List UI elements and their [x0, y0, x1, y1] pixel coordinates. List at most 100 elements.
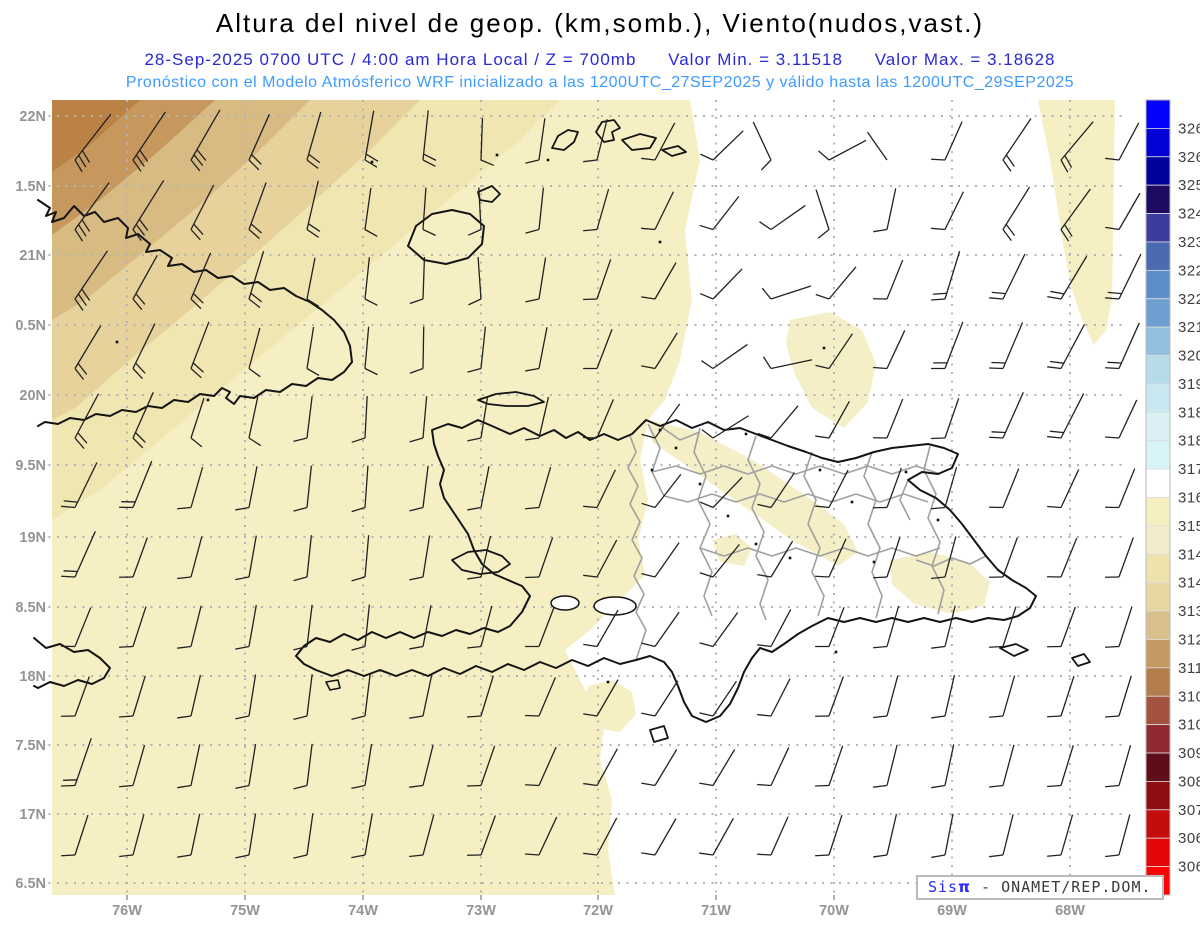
wind-barb: [235, 813, 257, 859]
wind-barb: [866, 131, 888, 161]
wind-barb: [235, 605, 257, 650]
wind-barb: [1047, 324, 1086, 370]
lat-tick-label: 22N: [19, 109, 46, 125]
wind-barb: [931, 250, 961, 301]
wind-barb: [700, 130, 744, 161]
lat-tick-label: 1.5N: [15, 179, 46, 195]
colorbar-tick-label: 3188: [1178, 404, 1200, 421]
lon-tick-label: 70W: [819, 903, 849, 919]
wind-barb: [931, 813, 954, 859]
colorbar-tick-label: 3148: [1178, 546, 1200, 563]
wind-barb: [873, 813, 898, 858]
wind-barb: [525, 466, 552, 510]
colorbar-segment: [1145, 553, 1171, 584]
wind-barb: [119, 460, 153, 509]
colorbar-tick-label: 3068: [1178, 830, 1200, 847]
wind-barb: [248, 327, 261, 378]
wind-barb: [1105, 675, 1132, 718]
wind-barb: [351, 535, 370, 582]
wind-barb: [641, 474, 682, 509]
colorbar-tick-label: 3244: [1178, 206, 1200, 223]
wind-barb: [248, 182, 267, 240]
pi-icon: π: [958, 878, 971, 896]
colorbar-tick-label: 3236: [1178, 234, 1200, 251]
wind-barb: [61, 676, 90, 717]
wind-barb: [583, 539, 618, 578]
credit-dash: -: [981, 878, 992, 896]
wind-barb: [235, 466, 258, 511]
wind-barb: [1047, 745, 1074, 788]
wind-barb: [293, 604, 313, 651]
colorbar-segment: [1145, 582, 1171, 612]
wind-barb: [815, 400, 850, 439]
wind-barb: [815, 333, 854, 370]
lon-tick-label: 76W: [112, 903, 142, 919]
wind-barb: [701, 415, 749, 439]
wind-barb: [815, 607, 845, 648]
wind-barb: [74, 113, 112, 173]
colorbar-segment: [1145, 667, 1171, 697]
wind-barb: [61, 531, 96, 578]
wind-barb: [306, 180, 321, 238]
wind-barb: [815, 676, 844, 717]
colorbar-tick-label: 3172: [1178, 461, 1200, 478]
colorbar-segment: [1145, 695, 1171, 726]
colorbar-tick-label: 3220: [1178, 291, 1200, 308]
colorbar-segment: [1145, 298, 1171, 328]
wind-barb: [248, 396, 262, 447]
credit-box: Sisπ - ONAMET/REP.DOM.: [916, 875, 1164, 900]
wind-barb: [467, 396, 489, 442]
wind-barb: [119, 537, 148, 578]
wind-barb: [757, 747, 790, 787]
wind-barb: [525, 537, 554, 579]
wind-barb: [757, 678, 791, 717]
wind-barb: [364, 326, 378, 376]
wind-barb: [119, 814, 145, 858]
wind-barb: [525, 816, 558, 856]
wind-barb: [1047, 814, 1074, 857]
colorbar-tick-label: 3268: [1178, 120, 1200, 137]
wind-barb: [525, 118, 546, 164]
colorbar-segment: [1145, 752, 1171, 782]
wind-barb: [641, 818, 677, 856]
wind-barb: [815, 538, 847, 578]
wind-barb: [699, 196, 740, 231]
wind-barb: [641, 611, 680, 648]
wind-barb: [177, 466, 204, 510]
wind-barb: [351, 674, 371, 721]
wind-barb: [293, 396, 313, 443]
wind-barb: [873, 188, 897, 233]
lat-tick-label: 21N: [19, 248, 46, 264]
wind-barb: [699, 817, 734, 856]
colorbar-segment: [1145, 525, 1171, 555]
wind-barb: [757, 472, 796, 509]
wind-barb: [583, 399, 615, 439]
wind-barb: [989, 814, 1014, 858]
wind-barb: [1002, 186, 1031, 242]
wind-barb: [351, 743, 373, 790]
lat-tick-label: 20N: [19, 388, 46, 404]
colorbar-segment: [1145, 99, 1171, 129]
colorbar-tick-label: 3164: [1178, 490, 1200, 507]
lat-axis-labels: 22N 1.5N 21N 0.5N 20N 9.5N 19N 8.5N 18N 7.5N 17N 6.…: [15, 109, 46, 892]
wind-barb: [931, 321, 964, 370]
colorbar-segment: [1145, 497, 1171, 527]
wind-barb: [293, 813, 314, 859]
wind-barb: [409, 605, 432, 650]
model-info-label: Pronóstico con el Modelo Atmósferico WRF…: [125, 74, 1075, 91]
wind-barb: [757, 816, 789, 856]
wind-barb: [989, 675, 1016, 718]
lat-tick-label: 9.5N: [15, 458, 46, 474]
lat-tick-label: 19N: [19, 530, 46, 546]
wind-barb: [759, 204, 806, 231]
wind-barb: [306, 326, 320, 377]
wind-barb: [177, 674, 202, 719]
colorbar-segment: [1145, 269, 1171, 300]
colorbar-tick-label: 3212: [1178, 319, 1200, 336]
colorbar-segment: [1145, 440, 1171, 470]
wind-barb: [583, 119, 608, 163]
wind-barb: [757, 540, 794, 578]
wind-barb: [989, 392, 1024, 439]
wind-barb: [409, 535, 431, 581]
